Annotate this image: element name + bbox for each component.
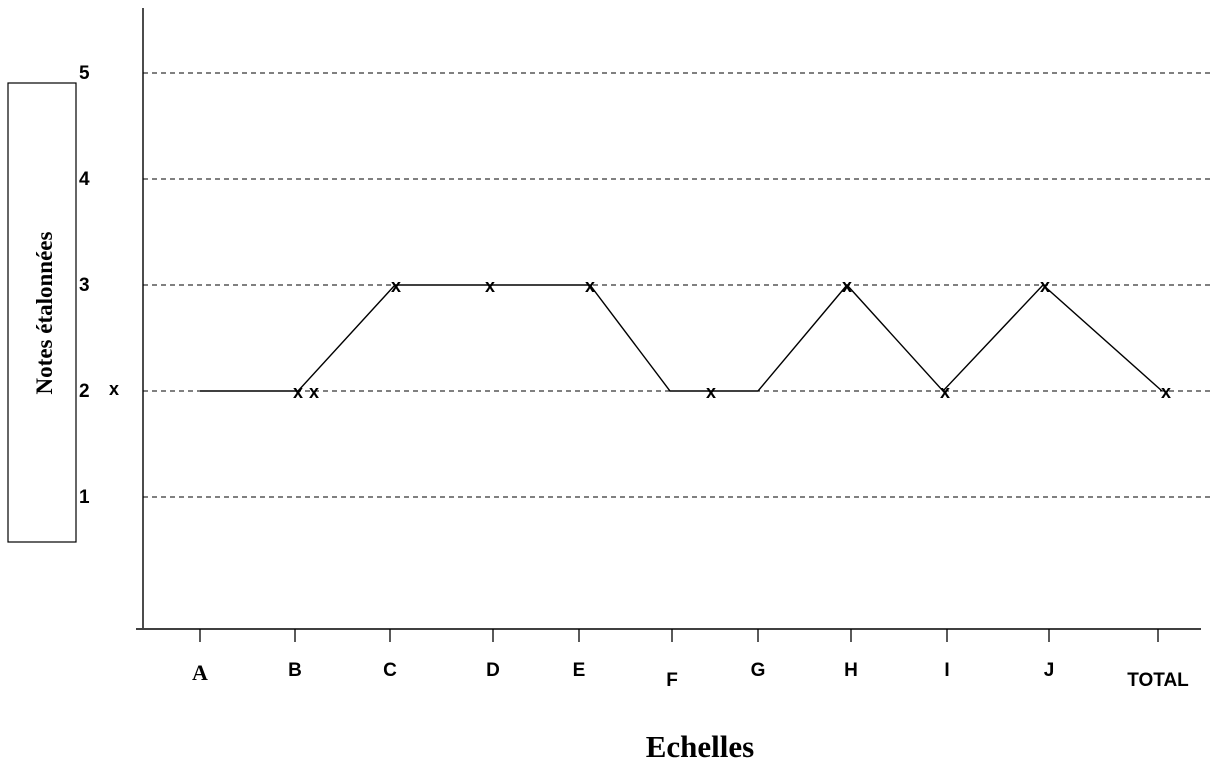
marker-b: x [293,382,303,402]
x-tick-label-c: C [383,660,397,681]
y-tick-label-1: 1 [79,487,90,508]
x-axis-label: Echelles [646,729,755,764]
y-tick-labels: 1 2 3 4 5 [79,63,90,508]
x-tick-label-g: G [751,660,766,681]
x-tick-label-total: TOTAL [1127,670,1189,691]
marker-i: x [940,382,950,402]
x-tick-label-b: B [288,660,302,681]
x-tick-label-d: D [486,660,500,681]
extra-marker-3: x [109,379,119,399]
ylabel-box [7,82,77,543]
extra-marker-1: x [309,382,319,402]
series-line [200,283,1163,393]
series-polyline [200,283,1163,393]
marker-j: x [1040,276,1050,296]
y-tick-label-4: 4 [79,169,90,190]
x-tick-label-j: J [1044,660,1055,681]
x-tick-label-h: H [844,660,858,681]
marker-d: x [485,276,495,296]
marker-e: x [585,276,595,296]
x-tick-label-i: I [944,660,949,681]
y-tick-label-2: 2 [79,381,90,402]
x-ticks: A B C D E F G H I J TOTAL [192,629,1189,691]
x-tick-label-e: E [573,660,586,681]
gridlines [143,72,1211,498]
y-tick-label-5: 5 [79,63,90,84]
x-tick-label-a: A [192,660,208,685]
x-tick-label-f: F [666,670,678,691]
marker-c: x [391,276,401,296]
marker-h: x [842,276,852,296]
marker-total: x [1161,382,1171,402]
y-axis-label: Notes étalonnées [32,232,57,395]
y-tick-label-3: 3 [79,275,90,296]
extra-marker-2: x [706,382,716,402]
